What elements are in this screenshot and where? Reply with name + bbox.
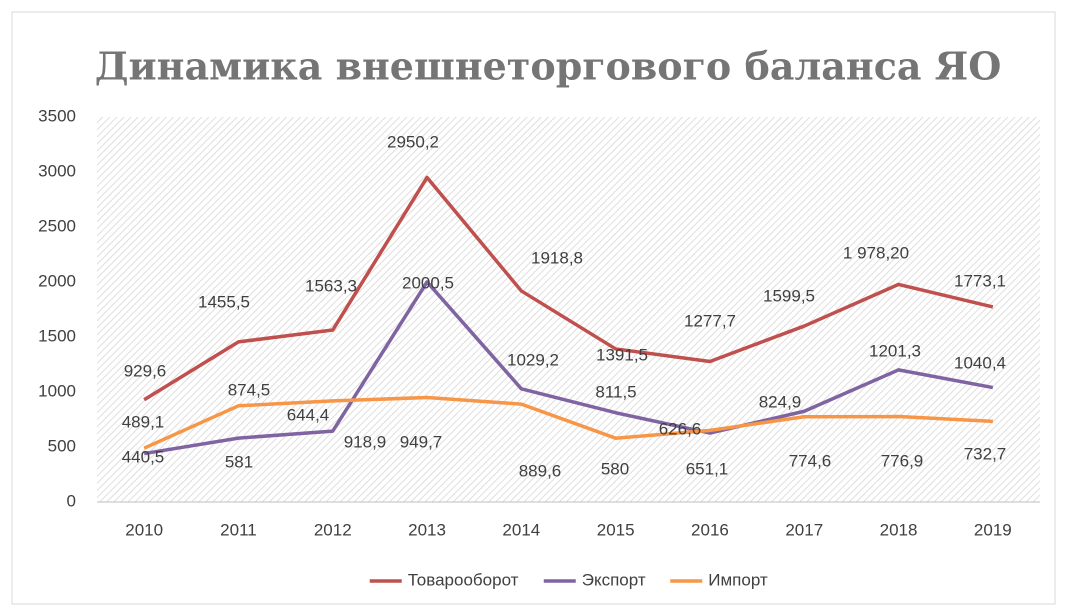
data-label: 949,7 bbox=[400, 432, 443, 451]
y-tick-label: 0 bbox=[67, 491, 76, 510]
data-label: 1040,4 bbox=[954, 353, 1006, 372]
data-label: 440,5 bbox=[122, 447, 165, 466]
data-label: 651,1 bbox=[686, 459, 729, 478]
x-tick-label: 2019 bbox=[974, 520, 1012, 539]
data-label: 774,6 bbox=[789, 451, 832, 470]
data-label: 1599,5 bbox=[763, 286, 815, 305]
x-tick-label: 2017 bbox=[785, 520, 823, 539]
chart-title: Динамика внешнеторгового баланса ЯО bbox=[95, 44, 1002, 89]
data-label: 2950,2 bbox=[387, 132, 439, 151]
data-label: 1773,1 bbox=[954, 271, 1006, 290]
data-label: 776,9 bbox=[881, 451, 924, 470]
data-label: 918,9 bbox=[344, 432, 387, 451]
data-label: 489,1 bbox=[122, 412, 165, 431]
data-label: 1563,3 bbox=[305, 276, 357, 295]
data-label: 929,6 bbox=[124, 361, 167, 380]
y-tick-label: 2000 bbox=[38, 271, 76, 290]
y-tick-label: 3000 bbox=[38, 161, 76, 180]
data-label: 1 978,20 bbox=[843, 243, 909, 262]
x-tick-label: 2016 bbox=[691, 520, 729, 539]
data-label: 1391,5 bbox=[596, 345, 648, 364]
data-label: 824,9 bbox=[759, 392, 802, 411]
data-label: 1029,2 bbox=[507, 350, 559, 369]
data-label: 581 bbox=[225, 452, 253, 471]
data-label: 1201,3 bbox=[869, 341, 921, 360]
y-tick-label: 3500 bbox=[38, 106, 76, 125]
series-line bbox=[143, 175, 994, 402]
data-label: 1918,8 bbox=[531, 248, 583, 267]
data-label: 889,6 bbox=[519, 461, 562, 480]
legend-label: Экспорт bbox=[582, 570, 646, 589]
x-tick-label: 2015 bbox=[597, 520, 635, 539]
data-label: 1277,7 bbox=[684, 311, 736, 330]
data-label: 732,7 bbox=[964, 444, 1007, 463]
x-tick-label: 2012 bbox=[314, 520, 352, 539]
y-tick-label: 2500 bbox=[38, 216, 76, 235]
data-label: 874,5 bbox=[228, 380, 271, 399]
data-label: 811,5 bbox=[595, 382, 636, 401]
series-line bbox=[143, 280, 994, 456]
x-tick-label: 2010 bbox=[125, 520, 163, 539]
data-label: 2000,5 bbox=[402, 273, 454, 292]
y-tick-label: 1000 bbox=[38, 381, 76, 400]
y-tick-label: 500 bbox=[48, 436, 76, 455]
data-label: 580 bbox=[601, 459, 629, 478]
legend-label: Импорт bbox=[708, 570, 768, 589]
data-label: 626,6 bbox=[659, 419, 702, 438]
y-tick-label: 1500 bbox=[38, 326, 76, 345]
legend-label: Товарооборот bbox=[408, 570, 519, 589]
x-tick-label: 2013 bbox=[408, 520, 446, 539]
data-label: 644,4 bbox=[287, 405, 330, 424]
series-line bbox=[143, 395, 993, 450]
x-tick-label: 2011 bbox=[220, 520, 257, 539]
x-tick-label: 2018 bbox=[880, 520, 918, 539]
data-label: 1455,5 bbox=[198, 292, 250, 311]
x-tick-label: 2014 bbox=[502, 520, 540, 539]
